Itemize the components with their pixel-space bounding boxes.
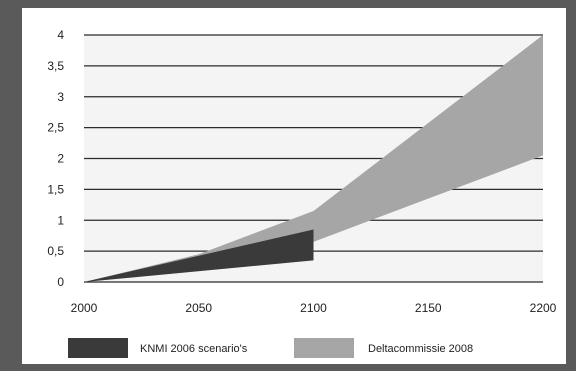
y-tick-label: 1	[57, 213, 64, 227]
x-tick-label: 2000	[71, 301, 98, 315]
legend-swatch	[294, 338, 354, 358]
x-axis-ticks: 2000 2050 2100 2150 2200	[71, 301, 557, 315]
legend: KNMI 2006 scenario's Deltacommissie 2008	[68, 338, 473, 358]
legend-label: KNMI 2006 scenario's	[140, 343, 248, 355]
y-tick-label: 2	[57, 152, 64, 166]
chart-panel: 0 0,5 1 1,5 2 2,5 3 3,5 4 2000 2050 2100 2150 2200 K…	[22, 8, 566, 364]
x-tick-label: 2150	[415, 301, 442, 315]
y-tick-label: 3,5	[47, 59, 64, 73]
y-tick-label: 2,5	[47, 121, 64, 135]
x-tick-label: 2050	[185, 301, 212, 315]
series-areas	[84, 35, 543, 282]
x-tick-label: 2200	[530, 301, 557, 315]
y-tick-label: 0,5	[47, 244, 64, 258]
series-area	[84, 229, 314, 282]
y-tick-label: 1,5	[47, 182, 64, 196]
sea-level-chart: 0 0,5 1 1,5 2 2,5 3 3,5 4 2000 2050 2100 2150 2200 K…	[47, 28, 557, 358]
y-axis-ticks: 0 0,5 1 1,5 2 2,5 3 3,5 4	[47, 28, 64, 289]
y-tick-label: 0	[57, 275, 64, 289]
legend-label: Deltacommissie 2008	[368, 343, 473, 355]
legend-swatch	[68, 338, 128, 358]
x-tick-label: 2100	[300, 301, 327, 315]
y-tick-label: 4	[57, 28, 64, 42]
y-tick-label: 3	[57, 90, 64, 104]
